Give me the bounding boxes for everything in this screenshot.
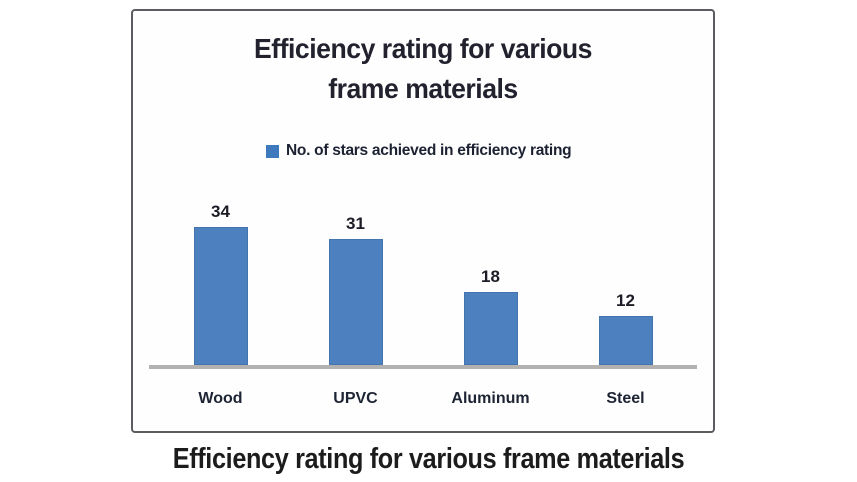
x-axis-line bbox=[149, 365, 697, 369]
category-label-steel: Steel bbox=[606, 390, 645, 407]
chart-title-line1: Efficiency rating for various bbox=[253, 33, 593, 64]
bar-value-label-wood: 34 bbox=[211, 202, 230, 221]
figure-caption: Efficiency rating for various frame mate… bbox=[172, 443, 685, 475]
bar-steel bbox=[598, 316, 653, 365]
bar-group-upvc: 31 bbox=[288, 214, 423, 365]
bars-row: 34 31 18 12 bbox=[153, 135, 693, 365]
bar-group-wood: 34 bbox=[153, 202, 288, 365]
bar-value-label-upvc: 31 bbox=[346, 214, 365, 233]
category-row: Wood UPVC Aluminum Steel bbox=[153, 390, 693, 408]
legend-swatch-icon bbox=[265, 144, 279, 158]
bar-value-label-steel: 12 bbox=[616, 291, 635, 310]
category-label-upvc: UPVC bbox=[333, 390, 378, 407]
legend: No. of stars achieved in efficiency rati… bbox=[133, 142, 713, 160]
category-label-aluminum: Aluminum bbox=[451, 390, 530, 407]
chart-title: Efficiency rating for various frame mate… bbox=[148, 29, 699, 109]
bar-group-aluminum: 18 bbox=[423, 267, 558, 365]
chart-box: Efficiency rating for various frame mate… bbox=[131, 9, 715, 433]
bar-value-label-aluminum: 18 bbox=[481, 267, 500, 286]
category-label-wood: Wood bbox=[198, 390, 243, 407]
legend-label: No. of stars achieved in efficiency rati… bbox=[285, 142, 572, 159]
bar-aluminum bbox=[463, 292, 518, 365]
bar-upvc bbox=[328, 239, 383, 365]
bar-group-steel: 12 bbox=[558, 291, 693, 365]
chart-title-line2: frame materials bbox=[328, 73, 518, 104]
bar-wood bbox=[193, 227, 248, 365]
